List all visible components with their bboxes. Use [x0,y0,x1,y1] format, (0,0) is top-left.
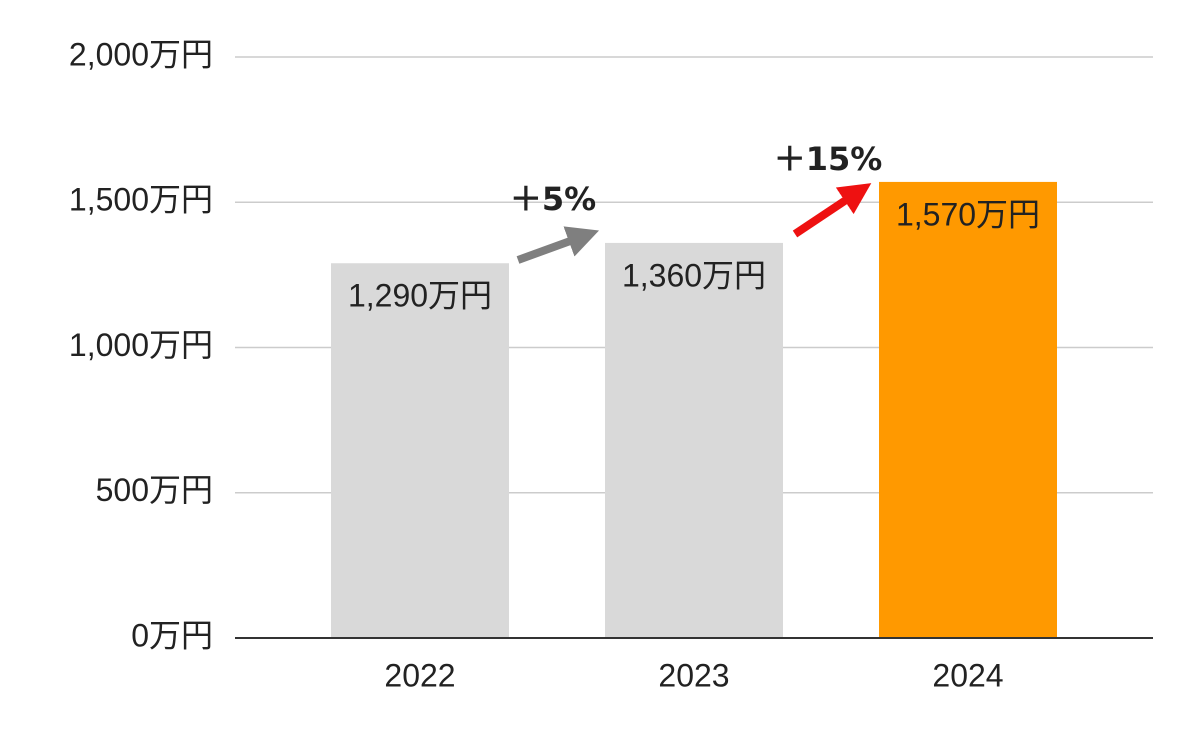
x-tick-label: 2022 [384,657,455,693]
x-tick-label: 2023 [658,657,729,693]
value-label: 1,360万円 [622,257,766,293]
y-tick-label: 1,500万円 [69,182,213,218]
x-tick-label: 2024 [932,657,1003,693]
bar [605,242,783,639]
annotation: ＋15% [774,140,883,178]
value-label: 1,290万円 [348,278,492,314]
bar [331,263,509,638]
y-tick-label: 0万円 [131,617,213,653]
bar [879,181,1057,639]
arrow [516,226,600,264]
y-tick-label: 1,000万円 [69,327,213,363]
annotation: ＋5% [510,180,596,218]
y-tick-label: 500万円 [96,472,213,508]
value-label: 1,570万円 [896,196,1040,232]
y-tick-label: 2,000万円 [69,36,213,72]
arrow [792,183,872,238]
